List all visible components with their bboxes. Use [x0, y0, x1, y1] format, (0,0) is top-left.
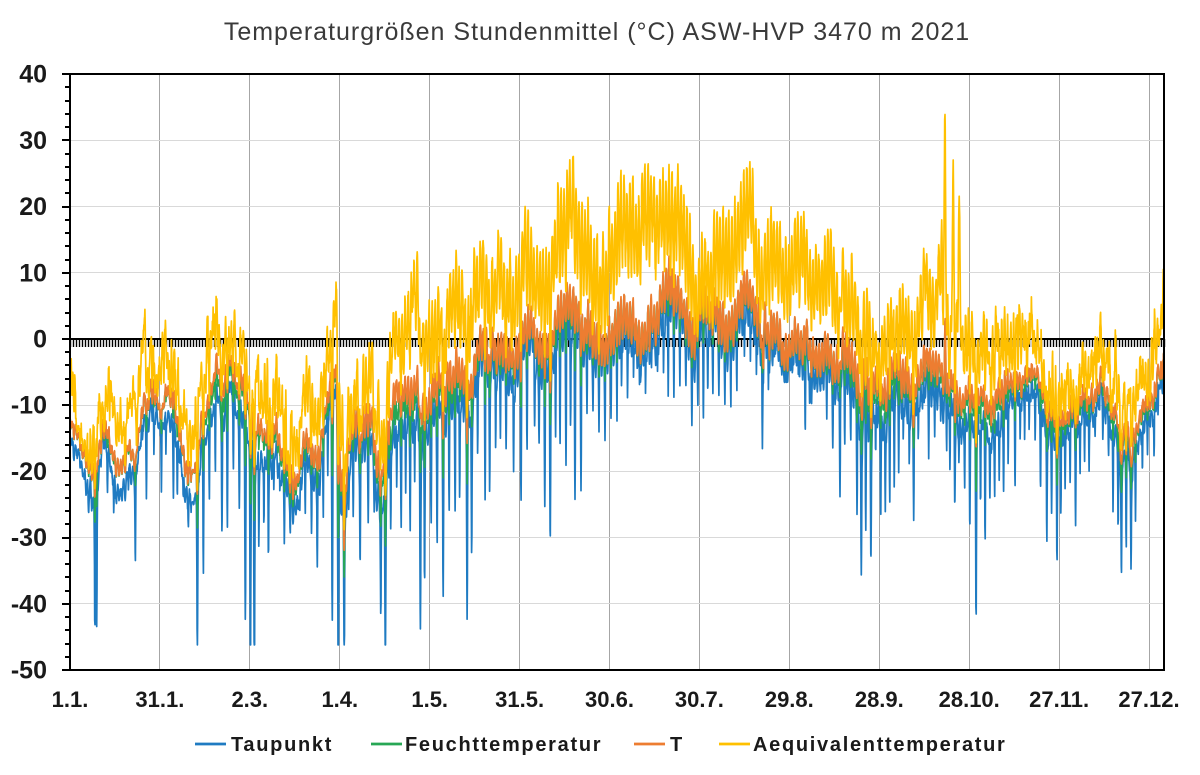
svg-text:40: 40 — [19, 61, 47, 89]
svg-text:30: 30 — [19, 127, 47, 155]
svg-text:10: 10 — [19, 259, 47, 287]
svg-text:Temperaturgrößen Stundenmittel: Temperaturgrößen Stundenmittel (°C) ASW-… — [224, 18, 970, 46]
svg-text:28.10.: 28.10. — [939, 687, 1000, 712]
svg-text:28.9.: 28.9. — [855, 687, 904, 712]
svg-text:T: T — [670, 734, 684, 756]
svg-text:30.6.: 30.6. — [585, 687, 634, 712]
svg-text:1.4.: 1.4. — [321, 687, 358, 712]
svg-text:27.12.: 27.12. — [1118, 687, 1179, 712]
svg-text:-50: -50 — [11, 657, 47, 685]
svg-text:20: 20 — [19, 193, 47, 221]
svg-text:31.1.: 31.1. — [135, 687, 184, 712]
svg-text:Aequivalenttemperatur: Aequivalenttemperatur — [753, 734, 1007, 756]
svg-text:-10: -10 — [11, 392, 47, 420]
svg-text:-20: -20 — [11, 458, 47, 486]
svg-text:-40: -40 — [11, 590, 47, 618]
svg-text:-30: -30 — [11, 524, 47, 552]
svg-text:31.5.: 31.5. — [495, 687, 544, 712]
svg-text:Feuchttemperatur: Feuchttemperatur — [405, 734, 602, 756]
svg-text:0: 0 — [33, 326, 47, 354]
svg-text:1.5.: 1.5. — [411, 687, 448, 712]
svg-text:29.8.: 29.8. — [765, 687, 814, 712]
svg-text:Taupunkt: Taupunkt — [231, 734, 333, 756]
svg-text:2.3.: 2.3. — [231, 687, 268, 712]
svg-text:1.1.: 1.1. — [52, 687, 89, 712]
svg-text:27.11.: 27.11. — [1029, 687, 1089, 712]
svg-text:30.7.: 30.7. — [675, 687, 724, 712]
